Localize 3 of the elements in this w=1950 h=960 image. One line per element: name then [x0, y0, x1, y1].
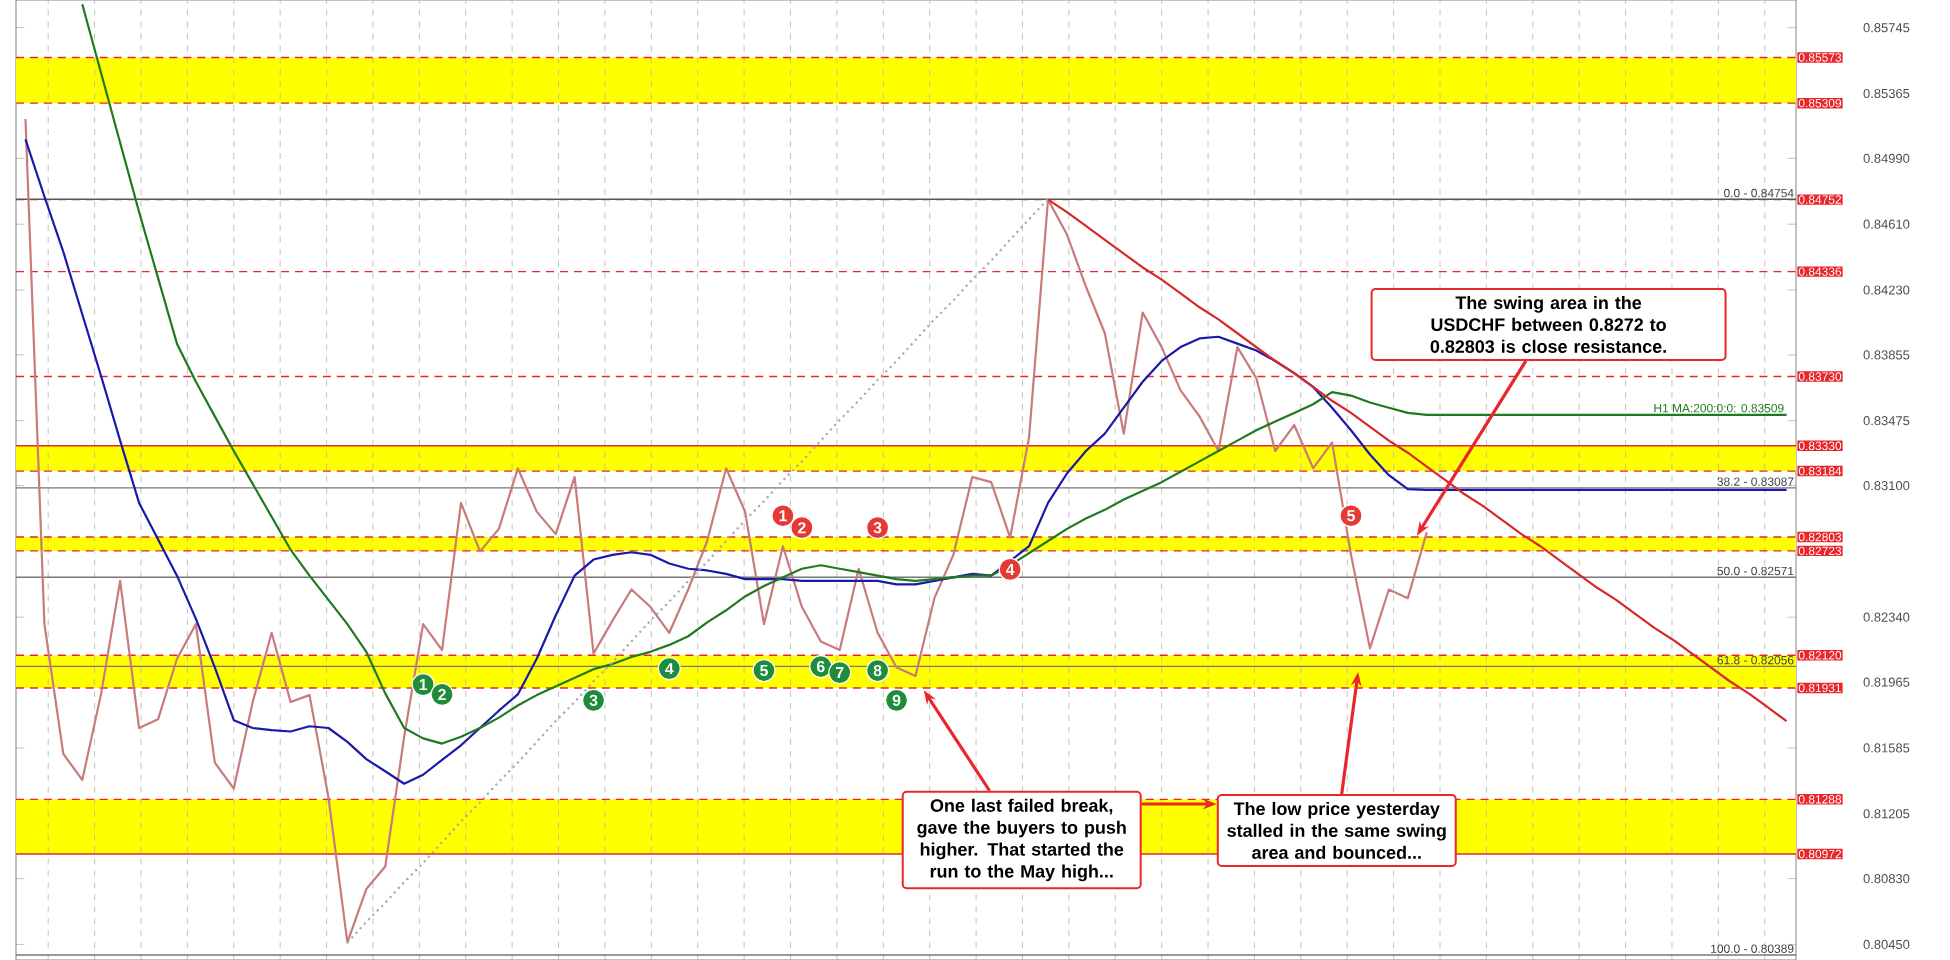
annotation: One last failed break, gave the buyers to push higher. That started the run to the May high... — [917, 798, 1126, 882]
annotation: The low price yesterday stalled in the same swing area and bounced... — [1227, 801, 1446, 859]
annotation: The swing area in the USDCHF between 0.8272 to 0.82803 is close resistance. — [1430, 295, 1666, 353]
